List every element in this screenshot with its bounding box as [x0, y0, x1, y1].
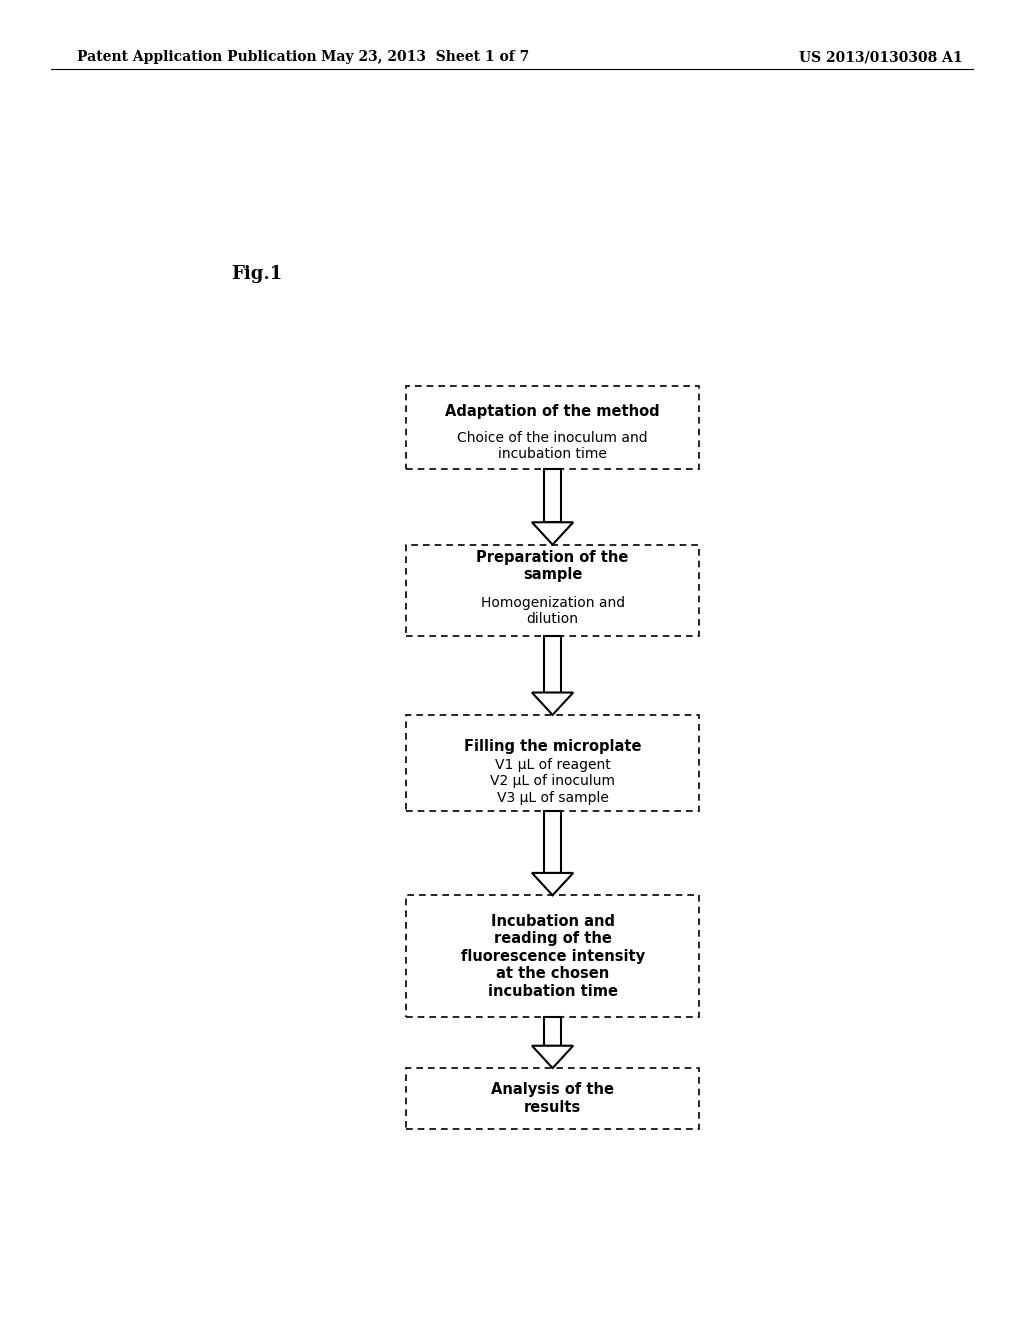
FancyBboxPatch shape	[406, 545, 699, 636]
Text: May 23, 2013  Sheet 1 of 7: May 23, 2013 Sheet 1 of 7	[321, 50, 529, 65]
Text: Filling the microplate: Filling the microplate	[464, 739, 641, 755]
Text: V1 μL of reagent
V2 μL of inoculum
V3 μL of sample: V1 μL of reagent V2 μL of inoculum V3 μL…	[490, 758, 615, 805]
FancyBboxPatch shape	[406, 1068, 699, 1129]
FancyBboxPatch shape	[406, 895, 699, 1018]
Polygon shape	[531, 873, 573, 895]
Text: Choice of the inoculum and
incubation time: Choice of the inoculum and incubation ti…	[458, 430, 648, 461]
Text: Adaptation of the method: Adaptation of the method	[445, 404, 659, 418]
Bar	[544, 1018, 561, 1045]
Polygon shape	[531, 693, 573, 715]
Polygon shape	[531, 1045, 573, 1068]
Bar	[544, 812, 561, 873]
Text: Preparation of the
sample: Preparation of the sample	[476, 549, 629, 582]
Text: US 2013/0130308 A1: US 2013/0130308 A1	[799, 50, 963, 65]
Text: Patent Application Publication: Patent Application Publication	[77, 50, 316, 65]
Bar	[544, 636, 561, 693]
Text: Analysis of the
results: Analysis of the results	[492, 1082, 614, 1115]
Text: Incubation and
reading of the
fluorescence intensity
at the chosen
incubation ti: Incubation and reading of the fluorescen…	[461, 913, 645, 998]
Text: Fig.1: Fig.1	[231, 265, 283, 282]
Text: Homogenization and
dilution: Homogenization and dilution	[480, 595, 625, 626]
Polygon shape	[531, 523, 573, 545]
FancyBboxPatch shape	[406, 385, 699, 470]
Bar	[544, 470, 561, 523]
FancyBboxPatch shape	[406, 715, 699, 812]
